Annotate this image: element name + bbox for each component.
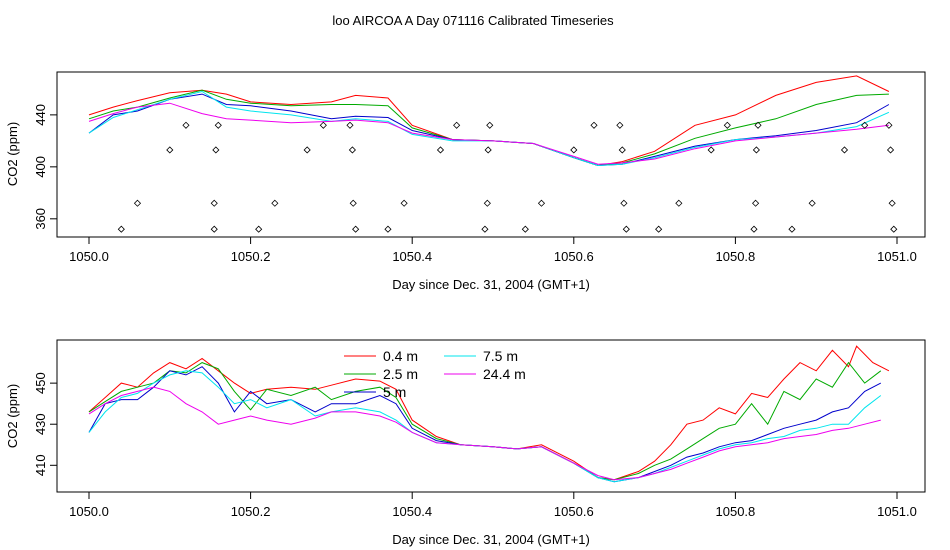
bottom-x-tick-label: 1051.0 — [877, 504, 917, 519]
top-flag-marker — [352, 225, 360, 233]
bottom-x-tick-label: 1050.0 — [69, 504, 109, 519]
top-flag-marker — [255, 225, 263, 233]
top-series-layer — [88, 75, 898, 233]
top-flag-marker — [349, 199, 357, 207]
legend-label-7-5-m: 7.5 m — [483, 348, 518, 364]
top-flag-marker — [788, 225, 796, 233]
top-flag-marker — [436, 146, 445, 154]
top-flag-marker — [486, 121, 494, 129]
top-flag-marker — [840, 146, 849, 154]
top-flag-marker — [723, 121, 731, 129]
top-flag-marker — [861, 121, 869, 129]
bottom-plot-frame — [56, 339, 926, 493]
top-flag-marker — [210, 225, 218, 233]
top-flag-marker — [570, 146, 578, 154]
top-flag-marker — [400, 199, 408, 207]
top-flag-marker — [752, 146, 760, 154]
top-series-7-5-m-line — [88, 90, 890, 167]
top-flag-marker — [214, 121, 222, 129]
top-y-axis-label: CO2 (ppm) — [5, 122, 20, 186]
top-flag-marker — [886, 146, 895, 154]
bottom-x-tick-label: 1050.2 — [231, 504, 271, 519]
top-x-tick-label: 1050.0 — [69, 249, 109, 264]
top-x-tick-label: 1050.4 — [392, 249, 432, 264]
top-flag-marker — [754, 121, 762, 129]
legend-label-5-m: 5 m — [383, 384, 406, 400]
bottom-axes-layer: 1050.0 1050.2 1050.4 1050.6 1050.8 1051.0 410 4… — [33, 372, 917, 519]
top-x-tick-label: 1051.0 — [877, 249, 917, 264]
top-y-tick-label: 400 — [33, 156, 48, 178]
top-axes-layer: 1050.0 1050.2 1050.4 1050.6 1050.8 1051.0 360 4… — [33, 104, 917, 264]
top-flag-marker — [210, 199, 218, 207]
bottom-x-axis-label: Day since Dec. 31, 2004 (GMT+1) — [392, 532, 590, 547]
top-flag-marker — [620, 199, 628, 207]
top-flag-marker — [117, 225, 125, 233]
top-flag-marker — [885, 121, 893, 129]
top-flag-marker — [616, 121, 624, 129]
top-flag-marker — [303, 146, 311, 154]
top-x-tick-label: 1050.2 — [231, 249, 271, 264]
legend: 0.4 m 2.5 m 5 m 7.5 m 24.4 m — [344, 348, 526, 400]
top-flag-marker — [453, 121, 461, 129]
legend-label-24-4-m: 24.4 m — [483, 366, 526, 382]
top-flag-marker — [319, 121, 327, 129]
top-series-24-4-m-line — [88, 102, 889, 165]
bottom-x-tick-label: 1050.6 — [554, 504, 594, 519]
top-flag-marker — [655, 225, 663, 233]
top-flag-marker — [675, 199, 683, 207]
top-y-tick-label: 440 — [33, 104, 48, 126]
top-x-tick-label: 1050.6 — [554, 249, 594, 264]
top-flag-marker — [521, 225, 529, 233]
top-flag-marker — [752, 199, 760, 207]
top-flag-marker — [384, 225, 392, 233]
top-flag-marker — [537, 199, 546, 207]
bottom-y-tick-label: 430 — [33, 413, 48, 435]
top-flag-marker — [622, 225, 630, 233]
top-flag-marker — [346, 121, 354, 129]
top-flag-marker — [481, 225, 489, 233]
top-flag-marker — [888, 199, 896, 207]
bottom-series-24-4-m-line — [88, 386, 881, 481]
bottom-series-5-m-line — [88, 366, 882, 483]
bottom-y-tick-label: 410 — [33, 454, 48, 476]
top-x-tick-label: 1050.8 — [716, 249, 756, 264]
top-flag-marker — [133, 199, 142, 207]
top-y-tick-label: 360 — [33, 208, 48, 230]
top-series-5-m-line — [88, 93, 890, 167]
bottom-series-layer — [88, 345, 890, 483]
top-flag-marker — [707, 146, 715, 154]
top-flag-marker — [890, 225, 898, 233]
top-flag-marker — [484, 146, 492, 154]
bottom-y-axis-label: CO2 (ppm) — [5, 384, 20, 448]
bottom-y-tick-label: 450 — [33, 372, 48, 394]
legend-label-0-4-m: 0.4 m — [383, 348, 418, 364]
bottom-series-7-5-m-line — [88, 370, 882, 483]
top-x-axis-label: Day since Dec. 31, 2004 (GMT+1) — [392, 277, 590, 292]
top-flag-marker — [348, 146, 356, 154]
top-flag-marker — [271, 199, 279, 207]
bottom-x-tick-label: 1050.8 — [716, 504, 756, 519]
top-flag-marker — [483, 199, 491, 207]
top-flag-marker — [590, 121, 598, 129]
bottom-panel: Day since Dec. 31, 2004 (GMT+1) CO2 (ppm… — [5, 339, 926, 547]
top-panel: Day since Dec. 31, 2004 (GMT+1) CO2 (ppm… — [5, 71, 926, 292]
top-flag-marker — [618, 146, 626, 154]
bottom-x-tick-label: 1050.4 — [392, 504, 432, 519]
legend-label-2-5-m: 2.5 m — [383, 366, 418, 382]
top-flag-marker — [182, 121, 190, 129]
top-plot-frame — [56, 71, 926, 238]
chart-title: loo AIRCOA A Day 071116 Calibrated Times… — [332, 13, 614, 28]
top-flag-marker — [750, 225, 758, 233]
top-flag-marker — [166, 146, 174, 154]
top-flag-marker — [212, 146, 220, 154]
top-flag-marker — [808, 199, 816, 207]
